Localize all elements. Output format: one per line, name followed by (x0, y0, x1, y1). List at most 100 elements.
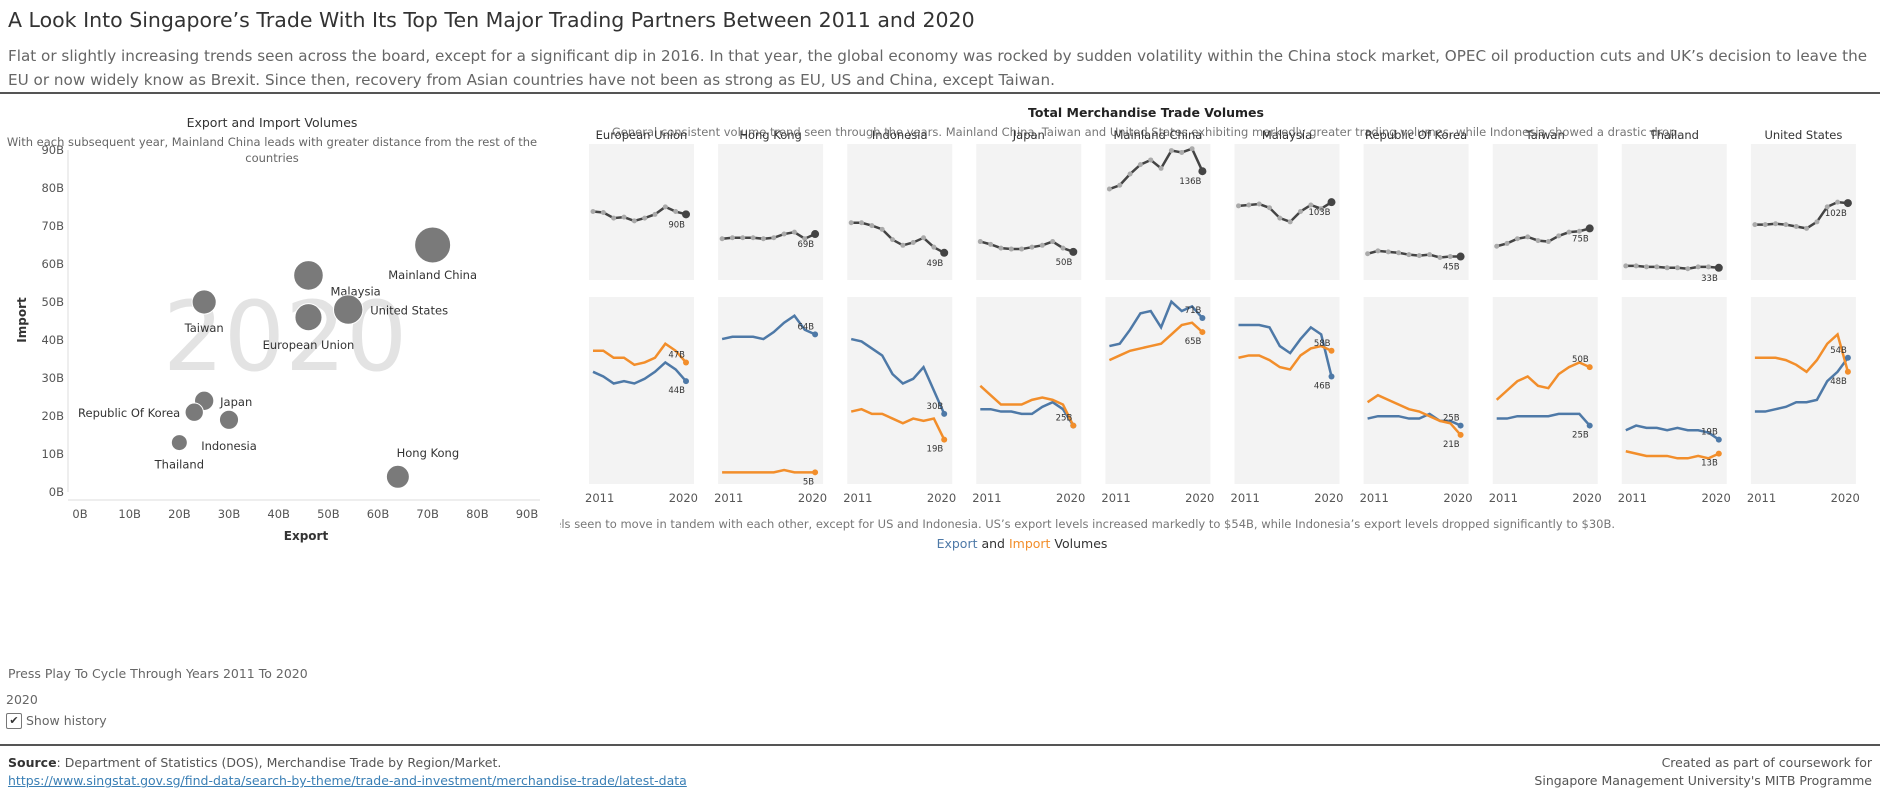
panel-country-label: United States (1764, 128, 1842, 142)
trade-bottom-note: Export and import levels seen to move in… (560, 517, 1615, 531)
credit-line-2: Singapore Management University's MITB P… (1534, 773, 1872, 788)
y-axis-title: Import (15, 297, 29, 343)
total-trade-line (979, 240, 1074, 254)
trade-title: Total Merchandise Trade Volumes (1028, 105, 1264, 120)
source-text: : Department of Statistics (DOS), Mercha… (56, 755, 502, 770)
trade-volume-small-multiples[interactable]: Total Merchandise Trade Volumes General c… (560, 100, 1880, 660)
ei-end-label: 19B (1701, 428, 1718, 438)
export-end-marker (1715, 436, 1722, 443)
export-end-marker (1457, 422, 1464, 429)
ei-end-label: 19B (927, 445, 944, 455)
total-trade-point (662, 204, 668, 210)
export-end-marker (1328, 373, 1335, 380)
total-panel-bg (1363, 144, 1469, 280)
scatter-point-label: United States (370, 304, 448, 318)
y-tick-label: 70B (41, 219, 64, 233)
x-tick-label: 20B (168, 507, 191, 521)
ei-legend-word: and (977, 536, 1008, 551)
total-trade-point (869, 223, 875, 229)
total-trade-end-marker (940, 248, 949, 257)
scatter-point-label: Indonesia (201, 439, 257, 453)
ei-panel-bg (1621, 297, 1727, 484)
export-line (1754, 357, 1849, 413)
total-trade-point (750, 235, 756, 241)
total-trade-end-label: 50B (1056, 258, 1073, 268)
total-trade-point (1494, 243, 1500, 249)
total-trade-point (1437, 254, 1443, 260)
total-trade-point (771, 235, 777, 241)
total-trade-point (879, 226, 885, 232)
total-trade-end-marker (682, 210, 690, 219)
scatter-point-label: Thailand (154, 458, 204, 472)
x-tick-start: 2011 (714, 491, 743, 505)
total-trade-point (988, 241, 994, 247)
y-tick-label: 50B (41, 295, 64, 309)
ei-end-label: 71B (1185, 306, 1202, 316)
scatter-bubble (294, 303, 323, 332)
ei-end-label: 48B (1830, 377, 1847, 387)
scatter-bubble (385, 464, 410, 489)
total-trade-point (1824, 204, 1830, 210)
total-trade-line (1754, 200, 1849, 230)
total-trade-end-marker (811, 230, 820, 239)
total-trade-point (673, 209, 679, 215)
total-trade-point (1514, 236, 1520, 242)
total-trade-end-marker (1585, 224, 1594, 233)
export-end-marker (683, 378, 689, 385)
total-trade-point (1179, 149, 1185, 155)
total-trade-point (1019, 246, 1025, 252)
total-trade-point (1835, 199, 1841, 205)
total-trade-point (1256, 201, 1262, 207)
x-tick-label: 50B (317, 507, 340, 521)
total-trade-point (890, 237, 896, 243)
source-link[interactable]: https://www.singstat.gov.sg/find-data/se… (8, 773, 687, 788)
export-import-scatter-chart[interactable]: Export and Import Volumes With each subse… (0, 110, 560, 650)
total-trade-line (592, 205, 687, 223)
x-tick-label: 40B (267, 507, 290, 521)
import-line (1108, 321, 1204, 362)
ei-end-label: 50B (1572, 355, 1589, 365)
import-end-marker (1715, 450, 1722, 457)
total-trade-point (1773, 221, 1779, 227)
x-tick-end: 2020 (798, 491, 827, 505)
total-trade-point (760, 236, 766, 242)
total-trade-point (900, 242, 906, 248)
y-tick-label: 30B (41, 371, 64, 385)
dashboard-title: A Look Into Singapore’s Trade With Its T… (8, 8, 975, 32)
year-value[interactable]: 2020 (6, 692, 38, 707)
total-trade-point (590, 209, 596, 215)
total-trade-point (642, 215, 648, 221)
scatter-point-label: Hong Kong (397, 446, 460, 460)
panel-country-label: Republic Of Korea (1365, 128, 1467, 142)
total-trade-point (910, 239, 916, 245)
total-trade-point (1416, 253, 1422, 259)
total-trade-end-label: 103B (1308, 208, 1330, 218)
total-trade-point (1762, 222, 1768, 228)
total-trade-point (1685, 266, 1691, 272)
total-trade-point (1298, 209, 1303, 215)
x-tick-end: 2020 (1443, 491, 1472, 505)
x-axis-title: Export (284, 529, 329, 543)
ei-panel-bg (718, 297, 824, 484)
total-trade-end-marker (1714, 263, 1723, 272)
export-line (980, 400, 1075, 427)
total-trade-point (1752, 222, 1758, 228)
total-trade-point (1674, 265, 1680, 271)
total-trade-point (802, 236, 808, 242)
scatter-subtitle-line: With each subsequent year, Mainland Chin… (7, 135, 537, 149)
show-history-label[interactable]: Show history (26, 713, 107, 728)
total-trade-point (1148, 157, 1154, 163)
panel-country-label: Hong Kong (739, 128, 802, 142)
export-end-marker (1844, 354, 1851, 361)
scatter-point-label: European Union (263, 338, 355, 352)
total-trade-point (1246, 202, 1252, 208)
export-end-marker (1586, 422, 1593, 429)
scatter-title: Export and Import Volumes (187, 115, 358, 130)
y-tick-label: 80B (41, 181, 64, 195)
total-trade-line (1496, 227, 1591, 248)
x-tick-label: 90B (516, 507, 539, 521)
x-tick-label: 60B (367, 507, 390, 521)
show-history-checkbox[interactable]: ✔ (6, 713, 22, 729)
total-trade-point (848, 220, 854, 226)
x-tick-start: 2011 (1101, 491, 1130, 505)
